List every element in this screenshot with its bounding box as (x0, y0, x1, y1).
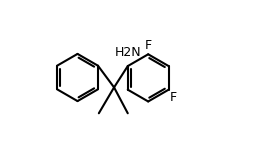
Text: F: F (170, 91, 177, 104)
Text: H2N: H2N (115, 46, 141, 59)
Text: F: F (145, 39, 152, 52)
